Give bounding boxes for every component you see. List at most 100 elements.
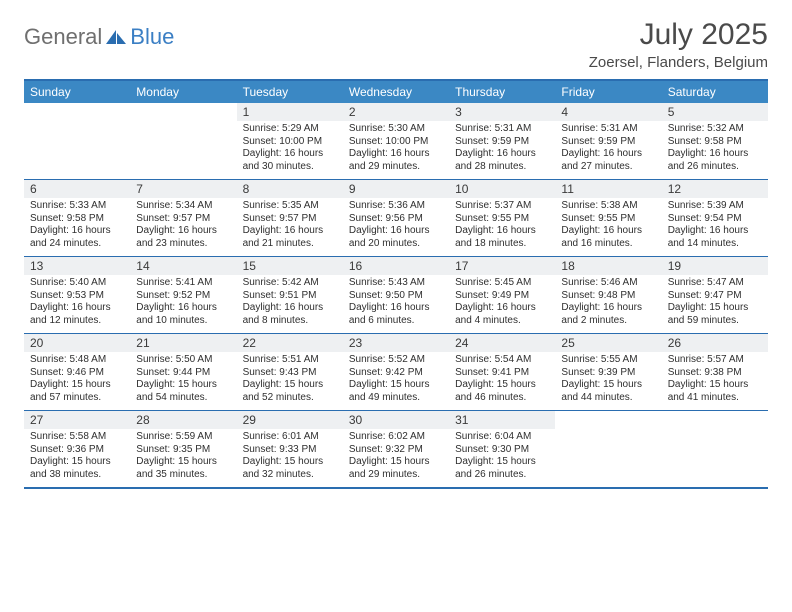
day-number: 19 bbox=[662, 257, 768, 275]
sunrise-label: Sunrise: 5:35 AM bbox=[243, 200, 337, 213]
sunset-label: Sunset: 9:36 PM bbox=[30, 444, 124, 457]
daylight-line2: and 12 minutes. bbox=[30, 315, 124, 328]
calendar-cell: 25Sunrise: 5:55 AMSunset: 9:39 PMDayligh… bbox=[555, 334, 661, 410]
sunrise-label: Sunrise: 5:31 AM bbox=[455, 123, 549, 136]
day-body: Sunrise: 5:54 AMSunset: 9:41 PMDaylight:… bbox=[449, 352, 555, 410]
day-number: 21 bbox=[130, 334, 236, 352]
sunrise-label: Sunrise: 5:57 AM bbox=[668, 354, 762, 367]
daylight-line1: Daylight: 16 hours bbox=[561, 225, 655, 238]
title-block: July 2025 Zoersel, Flanders, Belgium bbox=[589, 18, 768, 71]
day-body: Sunrise: 5:58 AMSunset: 9:36 PMDaylight:… bbox=[24, 429, 130, 487]
daylight-line1: Daylight: 15 hours bbox=[30, 456, 124, 469]
logo-sail-icon bbox=[104, 28, 128, 46]
sunset-label: Sunset: 9:38 PM bbox=[668, 367, 762, 380]
sunset-label: Sunset: 9:41 PM bbox=[455, 367, 549, 380]
sunset-label: Sunset: 9:59 PM bbox=[455, 136, 549, 149]
sunrise-label: Sunrise: 5:33 AM bbox=[30, 200, 124, 213]
daylight-line1: Daylight: 16 hours bbox=[349, 148, 443, 161]
sunset-label: Sunset: 9:39 PM bbox=[561, 367, 655, 380]
weekday-header: Saturday bbox=[662, 81, 768, 103]
daylight-line2: and 49 minutes. bbox=[349, 392, 443, 405]
day-number: 18 bbox=[555, 257, 661, 275]
day-body: Sunrise: 5:45 AMSunset: 9:49 PMDaylight:… bbox=[449, 275, 555, 333]
day-number: 3 bbox=[449, 103, 555, 121]
daylight-line1: Daylight: 16 hours bbox=[243, 225, 337, 238]
calendar-cell: 23Sunrise: 5:52 AMSunset: 9:42 PMDayligh… bbox=[343, 334, 449, 410]
calendar-cell: 3Sunrise: 5:31 AMSunset: 9:59 PMDaylight… bbox=[449, 103, 555, 179]
sunrise-label: Sunrise: 5:40 AM bbox=[30, 277, 124, 290]
sunrise-label: Sunrise: 5:41 AM bbox=[136, 277, 230, 290]
sunset-label: Sunset: 9:33 PM bbox=[243, 444, 337, 457]
sunrise-label: Sunrise: 5:29 AM bbox=[243, 123, 337, 136]
day-number: 13 bbox=[24, 257, 130, 275]
sunset-label: Sunset: 9:30 PM bbox=[455, 444, 549, 457]
day-number: 26 bbox=[662, 334, 768, 352]
sunrise-label: Sunrise: 5:59 AM bbox=[136, 431, 230, 444]
day-body: Sunrise: 5:35 AMSunset: 9:57 PMDaylight:… bbox=[237, 198, 343, 256]
calendar-cell: 16Sunrise: 5:43 AMSunset: 9:50 PMDayligh… bbox=[343, 257, 449, 333]
weekday-header: Wednesday bbox=[343, 81, 449, 103]
sunrise-label: Sunrise: 5:38 AM bbox=[561, 200, 655, 213]
calendar-week: 6Sunrise: 5:33 AMSunset: 9:58 PMDaylight… bbox=[24, 179, 768, 256]
calendar-cell bbox=[555, 411, 661, 487]
calendar-week: 1Sunrise: 5:29 AMSunset: 10:00 PMDayligh… bbox=[24, 103, 768, 179]
calendar-cell: 2Sunrise: 5:30 AMSunset: 10:00 PMDayligh… bbox=[343, 103, 449, 179]
sunset-label: Sunset: 10:00 PM bbox=[243, 136, 337, 149]
day-number: 17 bbox=[449, 257, 555, 275]
calendar-cell: 10Sunrise: 5:37 AMSunset: 9:55 PMDayligh… bbox=[449, 180, 555, 256]
calendar-cell: 17Sunrise: 5:45 AMSunset: 9:49 PMDayligh… bbox=[449, 257, 555, 333]
day-number: 14 bbox=[130, 257, 236, 275]
daylight-line2: and 52 minutes. bbox=[243, 392, 337, 405]
sunrise-label: Sunrise: 6:04 AM bbox=[455, 431, 549, 444]
sunset-label: Sunset: 9:49 PM bbox=[455, 290, 549, 303]
daylight-line1: Daylight: 15 hours bbox=[30, 379, 124, 392]
daylight-line2: and 35 minutes. bbox=[136, 469, 230, 482]
daylight-line1: Daylight: 15 hours bbox=[455, 379, 549, 392]
day-body: Sunrise: 5:47 AMSunset: 9:47 PMDaylight:… bbox=[662, 275, 768, 333]
calendar-week: 27Sunrise: 5:58 AMSunset: 9:36 PMDayligh… bbox=[24, 410, 768, 487]
day-number: 22 bbox=[237, 334, 343, 352]
day-body: Sunrise: 5:50 AMSunset: 9:44 PMDaylight:… bbox=[130, 352, 236, 410]
day-number: 6 bbox=[24, 180, 130, 198]
sunrise-label: Sunrise: 5:55 AM bbox=[561, 354, 655, 367]
calendar-cell: 19Sunrise: 5:47 AMSunset: 9:47 PMDayligh… bbox=[662, 257, 768, 333]
weeks-container: 1Sunrise: 5:29 AMSunset: 10:00 PMDayligh… bbox=[24, 103, 768, 487]
day-body: Sunrise: 5:30 AMSunset: 10:00 PMDaylight… bbox=[343, 121, 449, 179]
sunset-label: Sunset: 9:46 PM bbox=[30, 367, 124, 380]
weekday-header: Thursday bbox=[449, 81, 555, 103]
weekday-header: Friday bbox=[555, 81, 661, 103]
sunrise-label: Sunrise: 5:46 AM bbox=[561, 277, 655, 290]
page-title: July 2025 bbox=[589, 18, 768, 52]
sunset-label: Sunset: 9:47 PM bbox=[668, 290, 762, 303]
calendar-week: 13Sunrise: 5:40 AMSunset: 9:53 PMDayligh… bbox=[24, 256, 768, 333]
sunrise-label: Sunrise: 5:51 AM bbox=[243, 354, 337, 367]
daylight-line2: and 4 minutes. bbox=[455, 315, 549, 328]
sunset-label: Sunset: 9:44 PM bbox=[136, 367, 230, 380]
daylight-line2: and 18 minutes. bbox=[455, 238, 549, 251]
daylight-line1: Daylight: 16 hours bbox=[561, 148, 655, 161]
day-number: 2 bbox=[343, 103, 449, 121]
calendar-cell: 8Sunrise: 5:35 AMSunset: 9:57 PMDaylight… bbox=[237, 180, 343, 256]
sunrise-label: Sunrise: 5:45 AM bbox=[455, 277, 549, 290]
sunset-label: Sunset: 9:52 PM bbox=[136, 290, 230, 303]
day-body: Sunrise: 5:48 AMSunset: 9:46 PMDaylight:… bbox=[24, 352, 130, 410]
calendar-week: 20Sunrise: 5:48 AMSunset: 9:46 PMDayligh… bbox=[24, 333, 768, 410]
sunset-label: Sunset: 10:00 PM bbox=[349, 136, 443, 149]
weekday-header: Monday bbox=[130, 81, 236, 103]
day-body: Sunrise: 5:38 AMSunset: 9:55 PMDaylight:… bbox=[555, 198, 661, 256]
sunrise-label: Sunrise: 5:43 AM bbox=[349, 277, 443, 290]
sunrise-label: Sunrise: 5:32 AM bbox=[668, 123, 762, 136]
daylight-line1: Daylight: 15 hours bbox=[136, 379, 230, 392]
daylight-line1: Daylight: 16 hours bbox=[136, 225, 230, 238]
day-number: 29 bbox=[237, 411, 343, 429]
daylight-line1: Daylight: 16 hours bbox=[668, 225, 762, 238]
weekday-header: Sunday bbox=[24, 81, 130, 103]
sunset-label: Sunset: 9:35 PM bbox=[136, 444, 230, 457]
calendar-cell: 11Sunrise: 5:38 AMSunset: 9:55 PMDayligh… bbox=[555, 180, 661, 256]
day-body: Sunrise: 5:59 AMSunset: 9:35 PMDaylight:… bbox=[130, 429, 236, 487]
header: General Blue July 2025 Zoersel, Flanders… bbox=[24, 18, 768, 71]
daylight-line2: and 29 minutes. bbox=[349, 469, 443, 482]
sunrise-label: Sunrise: 5:48 AM bbox=[30, 354, 124, 367]
sunset-label: Sunset: 9:54 PM bbox=[668, 213, 762, 226]
day-number: 20 bbox=[24, 334, 130, 352]
